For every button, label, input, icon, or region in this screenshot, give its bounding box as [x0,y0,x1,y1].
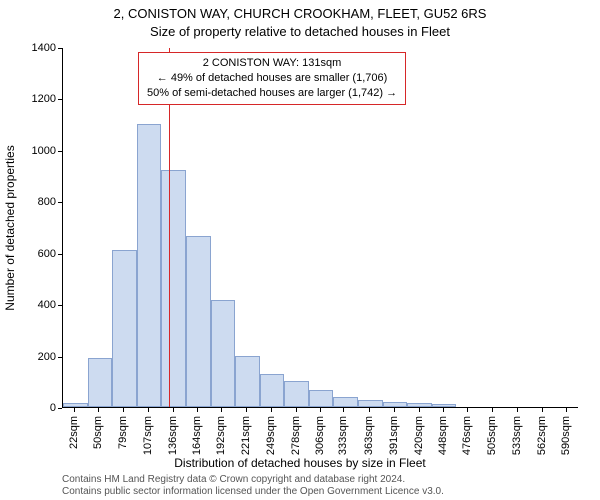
bar [211,300,236,407]
y-tick-mark [58,408,62,409]
x-tick-mark [343,408,344,412]
x-tick-label: 50sqm [92,416,104,449]
bar [432,404,457,407]
bar [358,400,383,407]
bar [407,403,432,407]
footer: Contains HM Land Registry data © Crown c… [62,474,444,498]
x-tick-label: 420sqm [413,416,425,455]
x-tick-label: 192sqm [215,416,227,455]
x-tick-mark [394,408,395,412]
x-tick-mark [173,408,174,412]
x-tick-mark [492,408,493,412]
x-tick-mark [123,408,124,412]
y-tick-label: 1200 [16,93,56,105]
x-tick-mark [74,408,75,412]
bar [235,356,260,407]
histogram-chart: 2, CONISTON WAY, CHURCH CROOKHAM, FLEET,… [0,0,600,500]
y-tick-label: 1000 [16,145,56,157]
annotation-box: 2 CONISTON WAY: 131sqm ← 49% of detached… [138,52,406,105]
x-tick-mark [221,408,222,412]
x-tick-label: 22sqm [68,416,80,449]
y-tick-mark [58,357,62,358]
x-tick-label: 221sqm [240,416,252,455]
x-tick-label: 79sqm [117,416,129,449]
x-tick-label: 590sqm [560,416,572,455]
bar [88,358,113,407]
x-tick-mark [148,408,149,412]
bar [260,374,285,407]
y-tick-mark [58,48,62,49]
y-tick-mark [58,202,62,203]
y-tick-label: 400 [16,299,56,311]
x-tick-label: 533sqm [511,416,523,455]
footer-line2: Contains public sector information licen… [62,486,444,498]
x-tick-label: 363sqm [363,416,375,455]
annotation-line2: ← 49% of detached houses are smaller (1,… [147,71,397,86]
x-tick-mark [443,408,444,412]
y-axis-label: Number of detached properties [3,145,17,310]
x-tick-mark [566,408,567,412]
x-tick-label: 136sqm [167,416,179,455]
y-tick-label: 200 [16,351,56,363]
x-tick-mark [271,408,272,412]
chart-title-sub: Size of property relative to detached ho… [0,24,600,39]
bar [284,381,309,407]
annotation-line3: 50% of semi-detached houses are larger (… [147,86,397,101]
bar [63,403,88,407]
x-tick-mark [296,408,297,412]
x-tick-label: 562sqm [536,416,548,455]
bar [112,250,137,407]
annotation-line1: 2 CONISTON WAY: 131sqm [147,56,397,71]
x-tick-label: 505sqm [486,416,498,455]
bar [383,402,408,407]
x-tick-mark [419,408,420,412]
x-tick-label: 249sqm [265,416,277,455]
footer-line1: Contains HM Land Registry data © Crown c… [62,474,444,486]
bar [333,397,358,407]
x-axis-label: Distribution of detached houses by size … [0,456,600,470]
y-tick-label: 0 [16,402,56,414]
x-tick-label: 306sqm [314,416,326,455]
bar [309,390,334,407]
y-tick-mark [58,151,62,152]
x-tick-mark [320,408,321,412]
bar [137,124,162,407]
y-tick-label: 600 [16,248,56,260]
x-tick-label: 278sqm [290,416,302,455]
x-tick-mark [517,408,518,412]
y-tick-mark [58,99,62,100]
y-tick-label: 1400 [16,42,56,54]
x-tick-mark [197,408,198,412]
x-tick-mark [246,408,247,412]
x-tick-label: 448sqm [437,416,449,455]
y-tick-label: 800 [16,196,56,208]
chart-title-main: 2, CONISTON WAY, CHURCH CROOKHAM, FLEET,… [0,6,600,21]
x-tick-mark [98,408,99,412]
x-tick-label: 333sqm [337,416,349,455]
bar [186,236,211,407]
bar [161,170,186,407]
x-tick-label: 391sqm [388,416,400,455]
x-tick-label: 107sqm [142,416,154,455]
x-tick-label: 164sqm [191,416,203,455]
plot-area: 2 CONISTON WAY: 131sqm ← 49% of detached… [62,48,578,408]
x-tick-mark [467,408,468,412]
x-tick-mark [542,408,543,412]
x-tick-label: 476sqm [461,416,473,455]
x-tick-mark [369,408,370,412]
y-tick-mark [58,254,62,255]
y-tick-mark [58,305,62,306]
